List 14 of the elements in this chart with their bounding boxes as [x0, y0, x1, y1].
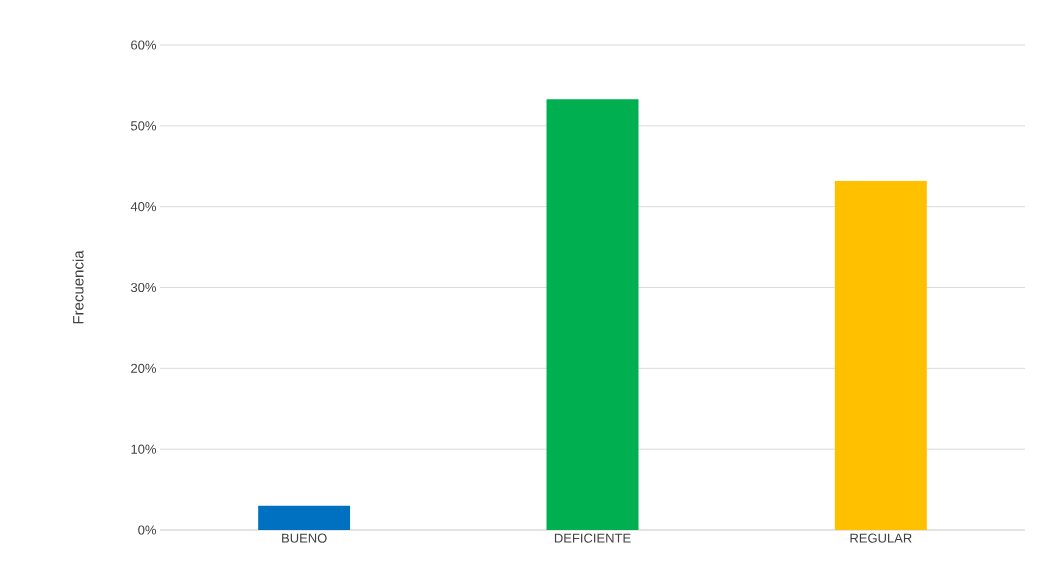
x-tick-label: DEFICIENTE [554, 533, 631, 543]
bar [258, 505, 351, 530]
y-tick-label: 40% [130, 202, 157, 212]
y-tick-label: 10% [131, 444, 157, 454]
x-tick-label: BUENO [282, 533, 327, 543]
y-tick-label: 0% [138, 525, 157, 535]
y-tick-label: 20% [131, 363, 157, 373]
bar [834, 180, 927, 530]
x-tick-label: REGULAR [850, 533, 912, 543]
y-tick-label: 60% [131, 40, 157, 50]
y-tick-label: 50% [130, 121, 157, 131]
bar [546, 99, 639, 530]
y-axis-title: Frecuencia [72, 250, 84, 324]
y-tick-label: 30% [130, 282, 157, 293]
